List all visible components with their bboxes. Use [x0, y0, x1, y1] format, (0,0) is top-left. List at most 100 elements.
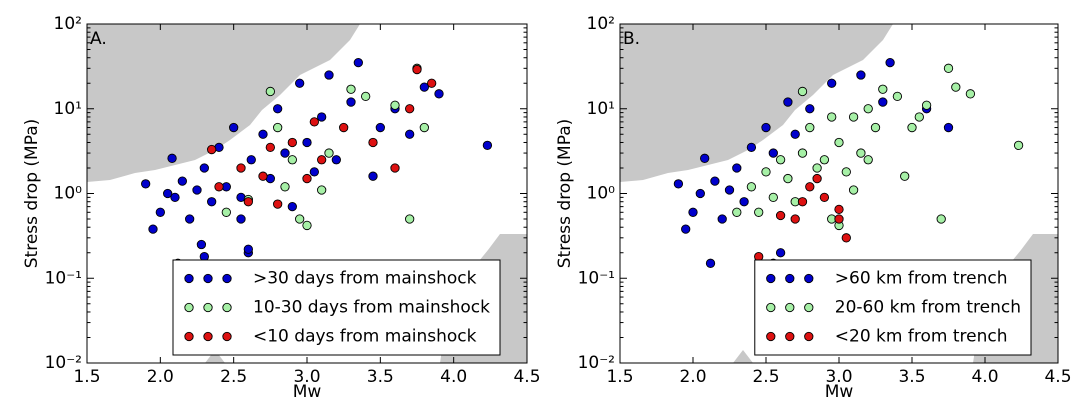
point [167, 153, 177, 163]
point [834, 214, 844, 224]
legend-marker [203, 273, 213, 284]
point [346, 84, 356, 94]
point [754, 207, 764, 217]
point [700, 153, 710, 163]
point [280, 182, 290, 192]
point [921, 100, 932, 110]
y-tick-label: 10² [54, 14, 82, 34]
point [705, 258, 716, 268]
legend-label: <10 days from mainshock [253, 327, 477, 347]
point [827, 112, 837, 122]
legend: >60 km from trench 20-60 km from trench <2… [754, 259, 1032, 356]
point [405, 129, 415, 139]
point [885, 57, 895, 68]
point [732, 207, 742, 217]
point [361, 91, 371, 102]
legend-marker [766, 273, 776, 284]
point [681, 224, 691, 234]
point [936, 214, 946, 224]
point [739, 197, 749, 207]
point [199, 163, 209, 173]
y-tick-label: 10¹ [54, 99, 82, 119]
x-axis-label: Mw [293, 382, 322, 402]
point [775, 155, 786, 165]
point [375, 122, 385, 133]
point [819, 155, 830, 165]
point [207, 144, 217, 155]
point [732, 163, 742, 173]
legend-marker [184, 273, 194, 284]
point [265, 86, 275, 97]
point [273, 199, 283, 209]
point [878, 84, 888, 94]
y-tick-label: 10⁻² [45, 353, 82, 373]
point [965, 89, 976, 99]
legend-marker [785, 273, 795, 284]
y-axis-label: Stress drop (MPa) [22, 119, 42, 269]
point [717, 214, 727, 224]
point [331, 155, 341, 165]
point [324, 148, 334, 158]
point [243, 244, 253, 254]
y-tick-label: 10² [587, 14, 615, 34]
point [827, 78, 837, 88]
point [805, 182, 815, 192]
x-tick-label: 1.5 [606, 367, 633, 387]
y-tick-label: 10⁻¹ [45, 268, 82, 288]
point [907, 122, 917, 133]
point [405, 214, 415, 224]
point [427, 78, 437, 88]
legend-marker [804, 302, 814, 313]
legend-marker [785, 331, 795, 342]
point [856, 70, 866, 80]
point [841, 233, 851, 243]
point [317, 185, 327, 195]
point [710, 176, 720, 186]
point [805, 104, 815, 114]
x-tick-label: 3.0 [293, 367, 320, 387]
point [746, 142, 757, 153]
point [236, 214, 246, 224]
point [287, 201, 297, 212]
point [246, 155, 256, 165]
point [775, 248, 786, 258]
legend-marker [766, 331, 776, 342]
y-tick-label: 10¹ [587, 99, 615, 119]
point [339, 122, 349, 133]
point [405, 104, 415, 114]
y-tick-label: 10⁰ [587, 184, 616, 204]
point [214, 182, 224, 192]
point [848, 112, 859, 122]
point [812, 173, 822, 184]
point [783, 173, 793, 184]
x-tick-label: 2.0 [147, 367, 174, 387]
point [258, 129, 268, 139]
point [673, 179, 684, 189]
legend-marker [222, 302, 232, 313]
point [688, 207, 698, 217]
x-tick-label: 4.0 [440, 367, 467, 387]
point [185, 214, 195, 224]
y-tick-label: 10⁰ [54, 184, 83, 204]
legend-marker [184, 302, 194, 313]
point [761, 167, 771, 177]
point [797, 148, 808, 158]
point [434, 89, 444, 99]
legend-marker [766, 302, 776, 313]
point [768, 192, 778, 203]
legend-label: >30 days from mainshock [253, 269, 477, 289]
y-tick-label: 10⁻² [578, 353, 615, 373]
legend-label: <20 km from trench [835, 327, 1008, 347]
legend-label: >60 km from trench [835, 269, 1008, 289]
legend-marker [222, 273, 232, 284]
point [951, 82, 961, 92]
point [368, 171, 378, 181]
point [302, 137, 312, 148]
point [309, 167, 319, 177]
y-tick-label: 10⁻¹ [578, 268, 615, 288]
point [390, 100, 400, 110]
x-tick-label: 3.5 [898, 367, 925, 387]
point [258, 171, 268, 181]
x-tick-label: 3.0 [825, 367, 852, 387]
legend-box [754, 259, 1032, 356]
